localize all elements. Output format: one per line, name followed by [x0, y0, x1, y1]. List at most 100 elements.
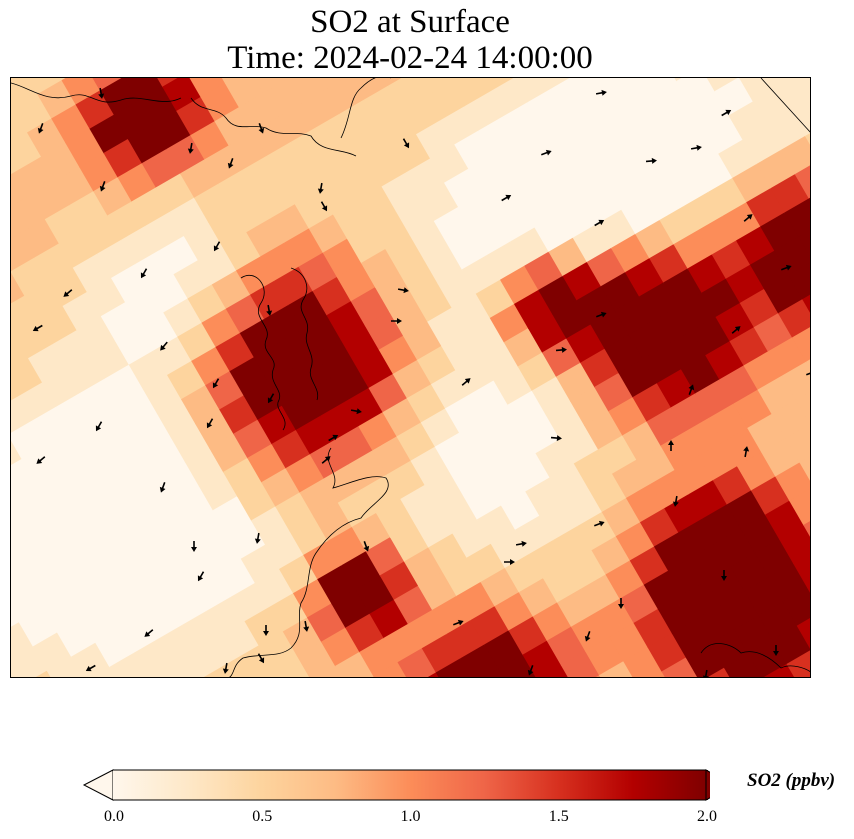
colorbar-tick-label: 2.0: [697, 808, 717, 825]
wind-arrow: [263, 625, 269, 636]
wind-arrow: [160, 341, 168, 351]
wind-arrow: [515, 540, 527, 547]
colorbar-tick-label: 1.5: [548, 808, 569, 825]
wind-arrow: [391, 318, 402, 324]
colorbar: [82, 769, 710, 801]
wind-arrow: [688, 384, 695, 395]
wind-arrow: [645, 157, 657, 164]
wind-arrow: [550, 435, 562, 442]
wind-arrow: [618, 598, 624, 609]
wind-arrow: [363, 541, 370, 552]
wind-arrow: [596, 311, 607, 318]
colorbar-label: SO2 (ppbv): [747, 770, 836, 791]
coastline-se: [700, 643, 810, 673]
coastline-inland-1: [240, 275, 286, 431]
so2-cell: [788, 260, 810, 301]
wind-arrow: [140, 268, 148, 279]
so2-cell: [799, 447, 810, 488]
wind-arrow: [213, 241, 221, 252]
so2-cell: [798, 222, 810, 262]
wind-arrow: [98, 87, 105, 99]
wind-arrow: [806, 369, 810, 376]
colorbar-tick-label: 0.0: [104, 808, 124, 825]
so2-cell: [781, 361, 810, 401]
so2-cell: [785, 423, 810, 464]
wind-arrow: [501, 194, 512, 202]
so2-cell: [791, 322, 810, 363]
so2-map-panel: [10, 77, 811, 678]
so2-field: [11, 78, 810, 678]
wind-arrow: [159, 482, 166, 493]
wind-arrow: [99, 181, 106, 192]
so2-cell: [796, 611, 810, 651]
so2-cell: [782, 586, 810, 627]
wind-arrow: [690, 144, 702, 151]
so2-cell: [738, 677, 778, 678]
coastline-north: [11, 82, 182, 103]
wind-arrow: [212, 378, 220, 389]
map-title-line1: SO2 at Surface: [310, 4, 510, 40]
wind-arrow: [702, 669, 709, 677]
colorbar-extend-max: [705, 769, 710, 801]
wind-arrow: [461, 378, 471, 386]
colorbar-gradient: [113, 770, 707, 800]
wind-arrow: [36, 456, 46, 464]
wind-arrow: [721, 570, 727, 581]
wind-arrow: [397, 287, 409, 294]
wind-arrow: [222, 662, 229, 674]
wind-arrow: [595, 89, 607, 96]
so2-cell: [784, 197, 810, 238]
wind-arrow: [504, 559, 515, 565]
coastline-north-3: [340, 78, 391, 139]
wind-arrow: [317, 182, 324, 194]
wind-arrow: [258, 123, 265, 134]
wind-arrow: [266, 304, 273, 316]
coastline-ne: [760, 78, 810, 133]
wind-arrow: [32, 324, 43, 332]
wind-arrow: [206, 418, 214, 429]
colorbar-extend-min: [82, 769, 114, 801]
so2-cell: [795, 385, 810, 426]
wind-arrow: [402, 138, 410, 149]
wind-arrow: [743, 446, 750, 458]
wind-arrow: [555, 346, 567, 353]
wind-arrow: [303, 620, 310, 632]
coastline-north-2: [190, 97, 357, 157]
wind-arrow: [191, 541, 197, 552]
wind-arrow: [743, 214, 753, 222]
wind-arrow: [95, 421, 103, 432]
wind-arrow: [591, 677, 600, 678]
so2-cell: [794, 159, 810, 200]
wind-arrow: [227, 158, 234, 169]
wind-arrow: [257, 653, 265, 664]
colorbar-tick-label: 0.5: [252, 808, 273, 825]
colorbar-tick-label: 1.0: [400, 808, 421, 825]
wind-vectors: [32, 87, 810, 678]
so2-cell: [780, 135, 810, 176]
wind-arrow: [672, 495, 679, 507]
wind-arrow: [584, 631, 591, 642]
wind-arrow: [321, 456, 331, 464]
coastlines: [11, 78, 810, 677]
wind-arrow: [453, 619, 464, 626]
wind-arrow: [85, 664, 96, 672]
wind-arrow: [781, 264, 792, 271]
wind-arrow: [668, 440, 674, 451]
wind-arrow: [350, 408, 362, 415]
wind-arrow: [267, 393, 275, 404]
so2-cell: [789, 486, 810, 526]
wind-arrow: [197, 571, 205, 582]
wind-arrow: [594, 219, 605, 227]
wind-arrow: [144, 629, 154, 637]
so2-cell: [790, 97, 810, 137]
coastline-inland-2: [290, 267, 319, 401]
so2-grid-cells: [11, 78, 810, 678]
map-title-line2: Time: 2024-02-24 14:00:00: [227, 40, 593, 76]
so2-cell: [792, 548, 810, 589]
wind-arrow: [254, 532, 261, 544]
wind-arrow: [541, 149, 552, 156]
coastline-south: [229, 447, 389, 677]
wind-arrow: [773, 645, 779, 656]
wind-arrow: [328, 434, 339, 442]
wind-arrow: [527, 665, 534, 676]
